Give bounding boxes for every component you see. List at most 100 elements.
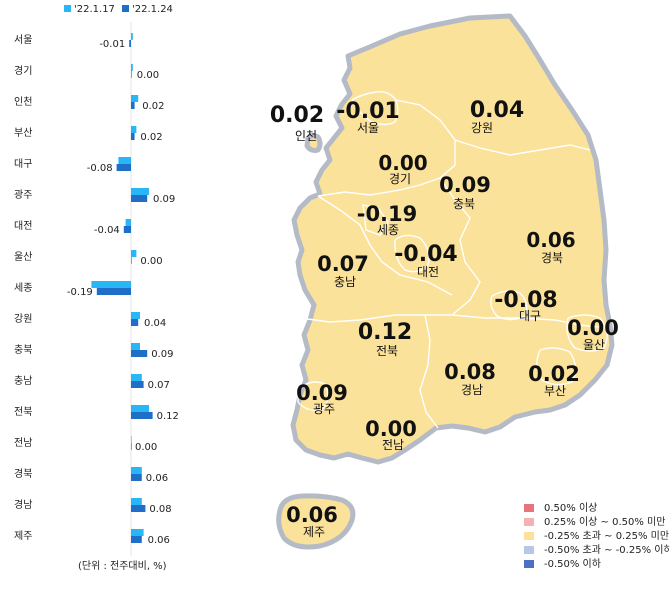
value-label: 0.08 <box>149 504 171 515</box>
bar-week1 <box>125 219 131 226</box>
value-label: 0.09 <box>151 349 173 360</box>
region-name: 충북 <box>453 197 475 211</box>
bar-week2 <box>131 195 148 202</box>
map-legend: 0.50% 이상 0.25% 이상 ~ 0.50% 미만 -0.25% 초과 ~ 0… <box>524 502 670 570</box>
region-name: 부산 <box>544 384 566 398</box>
bar-week1 <box>131 436 132 443</box>
bar-week2 <box>131 443 132 450</box>
legend-label: 0.25% 이상 ~ 0.50% 미만 <box>544 516 665 528</box>
category-label: 전북 <box>14 406 32 418</box>
bar-week2 <box>131 350 148 357</box>
bar-week2 <box>131 257 132 264</box>
bar-week1 <box>131 126 137 133</box>
region-name: 강원 <box>471 121 493 135</box>
category-label: 경북 <box>14 467 32 480</box>
region-name: 광주 <box>313 402 335 416</box>
region-value: 0.09 <box>439 173 491 197</box>
category-label: 부산 <box>14 127 32 139</box>
region-value: -0.04 <box>394 242 457 267</box>
bar-week1 <box>131 343 140 350</box>
value-label: 0.06 <box>146 473 168 484</box>
bar-week1 <box>131 467 142 474</box>
value-label: 0.06 <box>148 535 170 546</box>
bar-week1 <box>131 498 142 505</box>
legend-label: -0.50% 초과 ~ -0.25% 이하 <box>544 543 670 556</box>
map-incheon-island <box>304 133 323 153</box>
unit-note: (단위 : 전주대비, %) <box>78 559 167 572</box>
category-label: 대전 <box>14 220 32 232</box>
legend-swatch <box>524 546 534 554</box>
legend-swatch <box>524 518 534 526</box>
category-label: 경남 <box>14 498 32 511</box>
bar-week2 <box>116 164 131 171</box>
legend-label: -0.50% 이하 <box>544 557 601 570</box>
value-label: -0.08 <box>87 163 113 174</box>
region-value: 0.00 <box>567 316 619 340</box>
value-label: 0.00 <box>135 442 157 453</box>
region-value: 0.02 <box>270 103 324 128</box>
region-value: 0.09 <box>296 381 348 405</box>
value-label: 0.02 <box>142 101 164 112</box>
value-label: -0.19 <box>67 287 93 298</box>
bars-group: 서울 -0.01 경기 0.00 인천 0.02 부산 0.02 대구 -0.08 광주 0.09 대전… <box>14 33 179 546</box>
category-label: 인천 <box>14 96 32 108</box>
bar-week2 <box>131 133 135 140</box>
bar-week1 <box>131 374 142 381</box>
value-label: -0.04 <box>94 225 120 236</box>
bar-week1 <box>131 312 140 319</box>
bar-week2 <box>131 319 139 326</box>
region-value: 0.08 <box>444 360 496 384</box>
bar-week1 <box>131 95 139 102</box>
category-label: 제주 <box>14 530 32 542</box>
region-name: 경기 <box>389 172 411 186</box>
region-name: 대전 <box>417 265 439 279</box>
category-label: 대구 <box>14 158 32 170</box>
region-name: 세종 <box>377 223 399 237</box>
region-value: -0.08 <box>494 288 557 313</box>
bar-week2 <box>131 71 132 78</box>
region-name: 경남 <box>461 383 483 397</box>
bar-week1 <box>118 157 131 164</box>
bar-week2 <box>131 536 142 543</box>
map-mainland <box>290 13 615 465</box>
category-label: 광주 <box>14 189 32 201</box>
region-name: 인천 <box>295 128 317 143</box>
legend-swatch <box>524 532 534 540</box>
value-label: 0.02 <box>140 132 162 143</box>
value-label: 0.07 <box>148 380 170 391</box>
region-name: 전북 <box>376 344 398 358</box>
region-name: 울산 <box>583 338 605 352</box>
bar-week1 <box>131 405 149 412</box>
value-label: 0.00 <box>137 70 159 81</box>
category-label: 충남 <box>14 375 32 387</box>
bar-week2 <box>131 102 135 109</box>
province-borders <box>297 90 609 429</box>
category-label: 세종 <box>14 282 32 294</box>
region-value: 0.12 <box>358 320 412 345</box>
legend-label: 0.50% 이상 <box>544 502 597 514</box>
region-value: 0.04 <box>470 98 524 123</box>
bar-week2 <box>131 474 142 481</box>
region-name: 서울 <box>357 121 379 135</box>
legend-swatch-week2 <box>122 5 129 12</box>
bar-week1 <box>131 250 137 257</box>
region-value: 0.06 <box>526 228 575 252</box>
bar-chart: '22.1.17 '22.1.24 서울 -0.01 경기 0.00 인천 0.02 부산 0… <box>14 4 179 572</box>
bar-week1 <box>91 281 131 288</box>
legend-swatch <box>524 560 534 568</box>
region-name: 충남 <box>334 275 356 289</box>
category-label: 서울 <box>14 34 32 46</box>
region-value: 0.00 <box>365 417 417 441</box>
bar-week1 <box>131 64 133 71</box>
legend-label: -0.25% 초과 ~ 0.25% 미만 <box>544 530 669 542</box>
bar-week2 <box>131 505 146 512</box>
bar-week2 <box>129 40 131 47</box>
category-label: 강원 <box>14 313 32 325</box>
region-value: -0.19 <box>357 202 418 226</box>
bar-week2 <box>131 381 144 388</box>
region-value: 0.00 <box>378 151 427 175</box>
region-name: 경북 <box>541 251 563 265</box>
value-label: 0.12 <box>157 411 179 422</box>
